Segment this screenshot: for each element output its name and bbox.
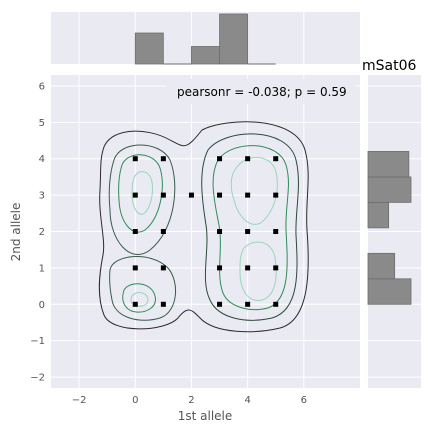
annotation-box bbox=[166, 79, 356, 104]
stats-annotation: pearsonr = -0.038; p = 0.59 bbox=[177, 85, 347, 99]
right-histogram-bar bbox=[367, 201, 390, 229]
y-tick-label: 4 bbox=[39, 154, 45, 165]
x-tick-labels: −2 0 2 4 6 bbox=[72, 395, 307, 406]
scatter-point bbox=[217, 192, 223, 198]
y-tick-label: 0 bbox=[39, 300, 45, 311]
scatter-point bbox=[217, 265, 223, 271]
right-marginal bbox=[367, 75, 421, 388]
scatter-point bbox=[245, 192, 251, 198]
scatter-point bbox=[245, 265, 251, 271]
scatter-point bbox=[245, 156, 251, 162]
scatter-point bbox=[160, 156, 166, 162]
x-tick-label: 6 bbox=[301, 395, 307, 406]
kde-contour-right-4 bbox=[239, 241, 277, 301]
x-tick-label: 2 bbox=[188, 395, 194, 406]
scatter-point bbox=[273, 156, 279, 162]
right-histogram-bar bbox=[367, 176, 412, 203]
scatter-point bbox=[217, 156, 223, 162]
right-histogram-bar bbox=[367, 252, 396, 280]
x-tick-label: −2 bbox=[72, 395, 87, 406]
right-histogram-bars bbox=[367, 151, 412, 305]
chart-title: mSat06 bbox=[362, 58, 417, 74]
scatter-point bbox=[132, 301, 138, 307]
kde-contour-left-bottom-1 bbox=[109, 255, 177, 321]
scatter-points bbox=[132, 156, 279, 307]
kde-contour-left-bottom-3 bbox=[130, 292, 149, 307]
y-tick-label: 5 bbox=[39, 118, 45, 129]
scatter-point bbox=[273, 301, 279, 307]
scatter-point bbox=[160, 192, 166, 198]
scatter-point bbox=[273, 192, 279, 198]
kde-contour-left-top-3 bbox=[131, 171, 153, 215]
y-tick-label: 1 bbox=[39, 263, 45, 274]
top-histogram-bars bbox=[134, 13, 276, 65]
scatter-point bbox=[132, 156, 138, 162]
scatter-point bbox=[132, 229, 138, 234]
y-axis-label: 2nd allele bbox=[9, 203, 23, 262]
scatter-point bbox=[188, 192, 194, 198]
top-histogram-bar bbox=[219, 13, 249, 65]
top-histogram-bar bbox=[191, 46, 220, 65]
scatter-point bbox=[160, 265, 166, 271]
scatter-point bbox=[273, 229, 279, 234]
main-plot: pearsonr = -0.038; p = 0.59 −2 0 2 4 6 −2 −1 0… bbox=[30, 75, 360, 406]
scatter-point bbox=[273, 265, 279, 271]
y-tick-label: 6 bbox=[39, 81, 45, 92]
kde-contour-left-top-1 bbox=[108, 144, 176, 255]
kde-contour-left-top-2 bbox=[118, 154, 163, 233]
scatter-point bbox=[160, 301, 166, 307]
kde-contour-left-bottom-2 bbox=[122, 283, 156, 313]
x-axis-label: 1st allele bbox=[178, 409, 233, 423]
y-tick-label: 3 bbox=[39, 191, 45, 202]
scatter-point bbox=[217, 301, 223, 307]
right-histogram-bar bbox=[367, 278, 412, 305]
scatter-point bbox=[132, 265, 138, 271]
scatter-point bbox=[160, 229, 166, 234]
top-histogram-bar bbox=[134, 32, 164, 65]
y-tick-label: 2 bbox=[39, 227, 45, 238]
main-plot-grid bbox=[51, 75, 360, 388]
y-tick-label: −1 bbox=[30, 336, 45, 347]
y-tick-label: −2 bbox=[30, 373, 45, 384]
x-tick-label: 0 bbox=[132, 395, 138, 406]
kde-contour-right-3 bbox=[230, 157, 278, 225]
kde-contours bbox=[98, 121, 309, 333]
right-histogram-bar bbox=[367, 151, 410, 178]
scatter-point bbox=[245, 301, 251, 307]
kde-contour-outer bbox=[98, 121, 309, 333]
x-tick-label: 4 bbox=[244, 395, 250, 406]
kde-contour-right-1 bbox=[201, 133, 299, 321]
y-tick-labels: −2 −1 0 1 2 3 4 5 6 bbox=[30, 81, 45, 383]
top-marginal bbox=[51, 12, 360, 65]
scatter-point bbox=[245, 229, 251, 234]
scatter-point bbox=[217, 229, 223, 234]
scatter-point bbox=[132, 192, 138, 198]
